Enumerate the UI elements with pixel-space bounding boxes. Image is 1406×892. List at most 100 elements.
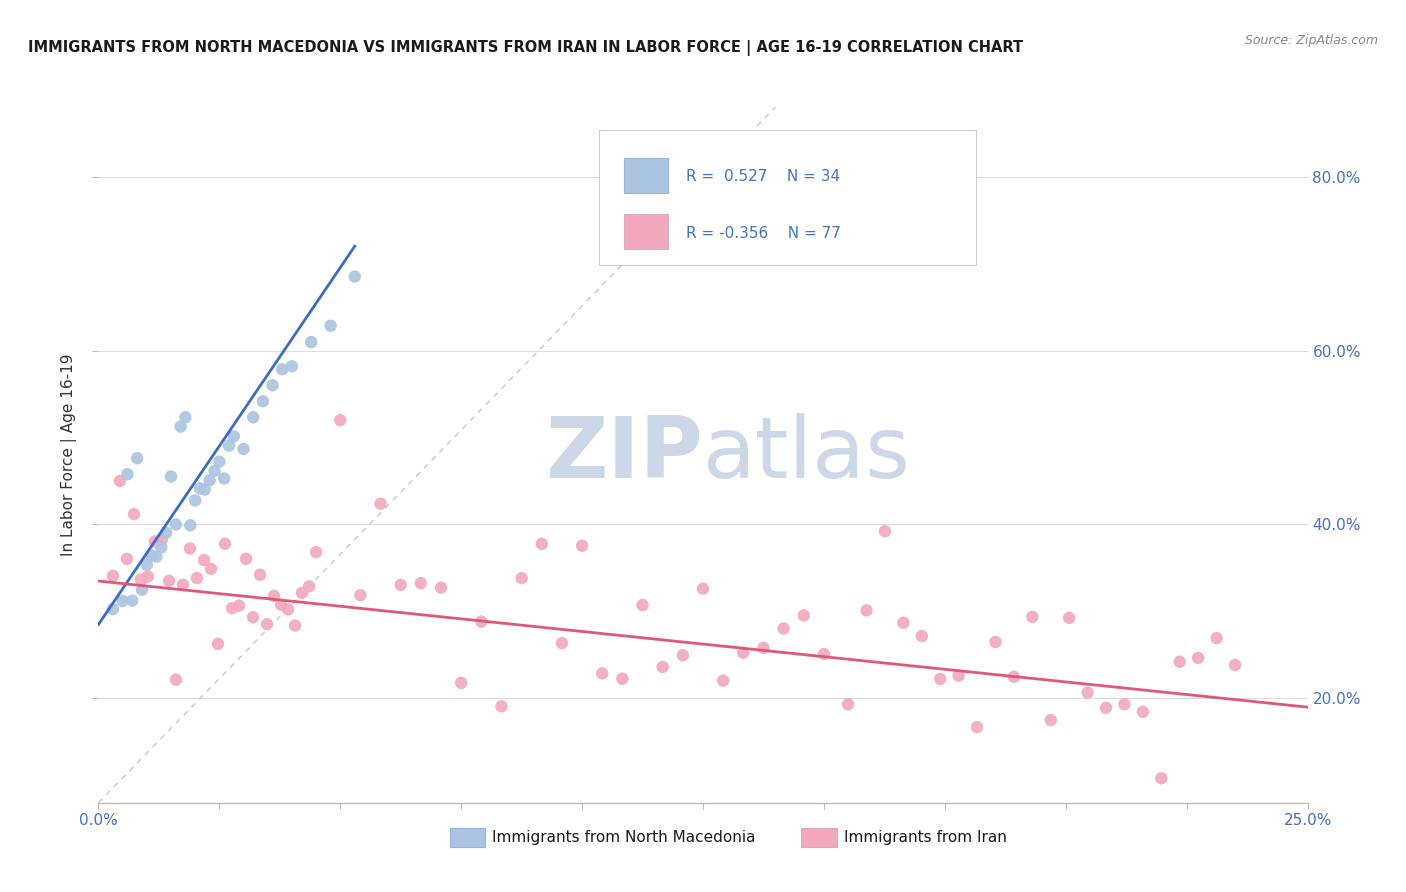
Text: Immigrants from Iran: Immigrants from Iran (844, 830, 1007, 845)
Point (194, 483, 217, 497)
Point (911, 629, 934, 643)
Point (837, 698, 859, 712)
Point (277, 602, 299, 616)
Point (343, 269, 366, 284)
Point (893, 615, 915, 630)
Point (651, 660, 673, 674)
Point (752, 640, 775, 655)
Point (218, 439, 240, 453)
Point (1114, 698, 1136, 712)
Point (184, 493, 207, 508)
Point (1168, 655, 1191, 669)
Text: Source: ZipAtlas.com: Source: ZipAtlas.com (1244, 34, 1378, 47)
Text: Immigrants from North Macedonia: Immigrants from North Macedonia (492, 830, 755, 845)
Point (117, 467, 139, 482)
Point (591, 666, 613, 681)
Point (214, 537, 236, 551)
Point (470, 615, 492, 629)
Point (188, 482, 211, 496)
Point (772, 622, 794, 636)
Point (349, 588, 371, 602)
Y-axis label: In Labor Force | Age 16-19: In Labor Force | Age 16-19 (60, 353, 77, 557)
Point (984, 635, 1007, 649)
Point (711, 673, 734, 688)
Point (271, 362, 294, 376)
Point (733, 646, 755, 660)
Point (1150, 771, 1173, 785)
Point (966, 720, 988, 734)
Point (131, 582, 153, 597)
Point (169, 419, 191, 434)
Point (299, 334, 322, 349)
Point (111, 594, 134, 608)
Point (256, 617, 278, 632)
Point (212, 471, 235, 485)
Point (200, 562, 222, 576)
Point (793, 608, 815, 623)
Point (692, 582, 714, 596)
Point (672, 648, 695, 663)
Point (135, 558, 157, 572)
Point (450, 676, 472, 690)
Point (145, 549, 167, 564)
Point (235, 552, 257, 566)
Point (129, 573, 152, 587)
Point (165, 517, 187, 532)
Point (141, 549, 163, 563)
Point (430, 581, 453, 595)
Point (207, 637, 229, 651)
Point (948, 668, 970, 682)
Text: ZIP: ZIP (546, 413, 703, 497)
Point (370, 497, 392, 511)
Point (179, 518, 201, 533)
Point (291, 586, 314, 600)
Point (270, 598, 292, 612)
Point (172, 578, 194, 592)
Point (115, 552, 138, 566)
Point (143, 534, 166, 549)
Point (222, 429, 245, 443)
Point (193, 553, 215, 567)
Point (329, 413, 352, 427)
Point (242, 610, 264, 624)
Point (530, 537, 553, 551)
Point (174, 410, 197, 425)
Point (571, 539, 593, 553)
Point (281, 359, 304, 374)
Point (122, 507, 145, 521)
Point (136, 569, 159, 583)
Point (157, 574, 180, 588)
Point (242, 410, 264, 425)
Point (1223, 658, 1246, 673)
Point (873, 524, 896, 539)
Point (121, 593, 143, 607)
Point (150, 533, 173, 547)
Point (127, 451, 149, 466)
Point (249, 567, 271, 582)
Point (1057, 611, 1080, 625)
Point (263, 589, 285, 603)
Point (232, 442, 254, 456)
Point (186, 571, 208, 585)
Point (165, 673, 187, 687)
Point (298, 579, 321, 593)
Point (179, 541, 201, 556)
Point (1132, 705, 1154, 719)
Text: IMMIGRANTS FROM NORTH MACEDONIA VS IMMIGRANTS FROM IRAN IN LABOR FORCE | AGE 16-: IMMIGRANTS FROM NORTH MACEDONIA VS IMMIG… (28, 40, 1024, 56)
Text: atlas: atlas (703, 413, 911, 497)
Point (855, 603, 877, 617)
Point (305, 545, 328, 559)
Point (491, 699, 513, 714)
Point (252, 394, 274, 409)
Point (284, 618, 307, 632)
Point (108, 474, 131, 488)
Point (1187, 651, 1209, 665)
Point (101, 602, 124, 616)
Point (1205, 631, 1227, 645)
Point (262, 378, 284, 392)
Point (631, 598, 654, 612)
Point (612, 672, 634, 686)
Point (204, 464, 226, 478)
Point (1039, 713, 1062, 727)
Point (208, 455, 231, 469)
